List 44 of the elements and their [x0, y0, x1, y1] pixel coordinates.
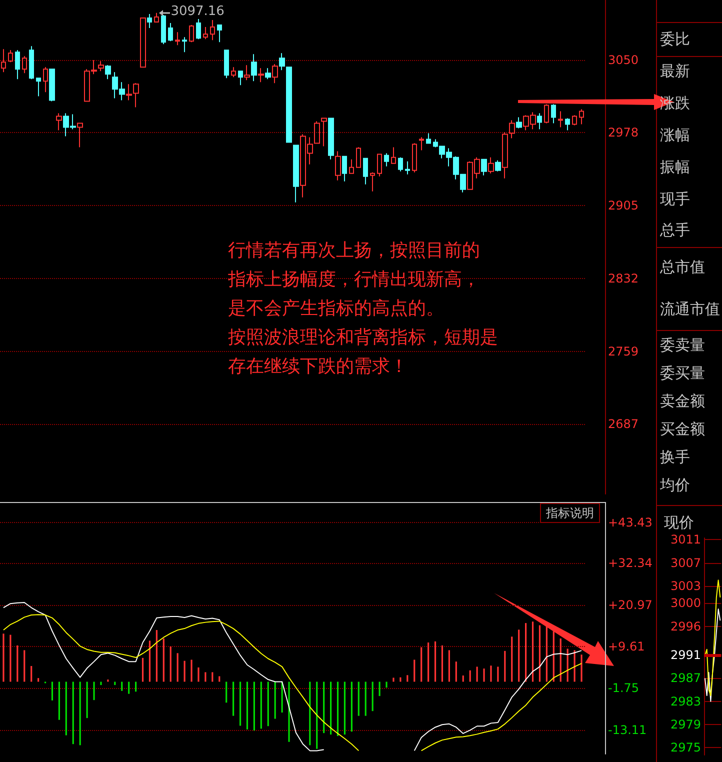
text: 涨幅 — [660, 126, 690, 145]
text: 卖金额 — [660, 392, 705, 411]
y-tick-label: 3007 — [670, 556, 701, 570]
y-tick-label: 3003 — [670, 578, 701, 593]
y-tick-label: 2687 — [608, 416, 639, 431]
text: 均价 — [660, 476, 690, 495]
text: 买金额 — [660, 420, 705, 439]
y-tick-label: 2991 — [670, 648, 701, 662]
y-tick-label: 3011 — [670, 532, 701, 547]
annotation: 行情若有再次上扬，按照目前的 — [228, 239, 481, 263]
y-tick-label: 2987 — [670, 671, 701, 686]
y-tick-label: 2979 — [670, 717, 701, 732]
text: 委卖量 — [660, 336, 705, 355]
text: 委比 — [660, 30, 690, 49]
annotation: 按照波浪理论和背离指标，短期是 — [228, 326, 498, 350]
text: 振幅 — [660, 158, 690, 177]
y-tick-label: 2978 — [608, 125, 639, 140]
y-tick-label: -1.75 — [608, 681, 640, 696]
y-tick-label: +43.43 — [608, 515, 652, 530]
annotation: 存在继续下跌的需求！ — [228, 355, 409, 379]
y-tick-label: +32.34 — [608, 556, 652, 570]
annotation: 是不会产生指标的高点的。 — [228, 297, 445, 321]
y-tick-label: 2832 — [608, 272, 639, 286]
annotation: 3097.16 — [170, 4, 224, 19]
y-tick-label: 2996 — [670, 619, 701, 634]
text: 总市值 — [660, 258, 705, 277]
annotation: 指标说明 — [540, 503, 600, 523]
text: 最新 — [660, 62, 690, 81]
text: 委买量 — [660, 364, 705, 383]
y-tick-label: 2983 — [670, 694, 701, 708]
y-tick-label: 2975 — [670, 740, 701, 754]
y-tick-label: +20.97 — [608, 598, 652, 612]
y-tick-label: 3050 — [608, 53, 639, 68]
y-tick-label: +9.61 — [608, 639, 645, 654]
y-tick-label: 3000 — [670, 596, 701, 610]
y-tick-label: 2759 — [608, 344, 639, 359]
y-tick-label: 2905 — [608, 198, 639, 212]
y-tick-label: -13.11 — [608, 722, 647, 737]
text: 流通市值 — [660, 300, 720, 319]
annotation: 指标上扬幅度，行情出现新高， — [228, 268, 481, 292]
text: 换手 — [660, 448, 690, 467]
chart-title: 现价 — [664, 514, 694, 532]
text: 现手 — [660, 190, 690, 209]
text: 总手 — [660, 221, 690, 240]
